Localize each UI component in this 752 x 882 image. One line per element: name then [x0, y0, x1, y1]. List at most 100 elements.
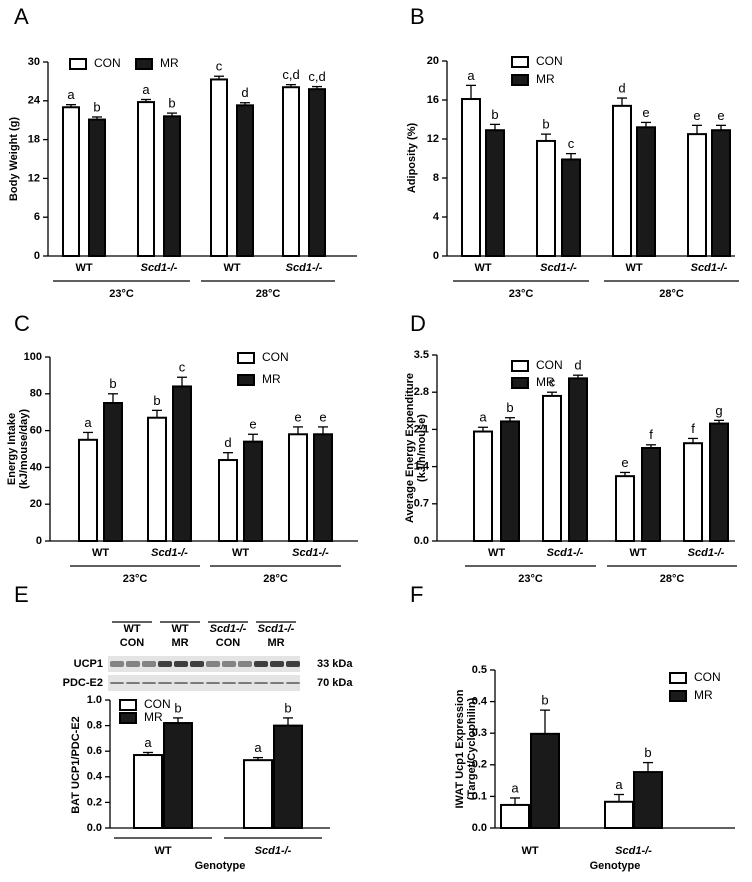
bar: [485, 129, 505, 258]
y-tick-label: 0.1: [472, 790, 487, 802]
x-tick-label: WT: [625, 262, 642, 274]
significance-label: b: [93, 99, 100, 114]
y-tick-label: 2.1: [414, 423, 429, 435]
group-label: 28°C: [660, 573, 685, 585]
bar: [308, 88, 326, 257]
panel-letter: D: [410, 311, 426, 336]
blot-band: [126, 661, 140, 667]
bar: [236, 104, 254, 258]
y-tick-label: 0.4: [472, 696, 488, 708]
group-label: 23°C: [518, 573, 543, 585]
lane-genotype: Scd1-/-: [210, 623, 247, 635]
blot-band: [270, 661, 284, 667]
x-tick-label: Scd1-/-: [615, 845, 652, 857]
significance-label: c,d: [308, 69, 325, 84]
significance-label: e: [642, 105, 649, 120]
blot-size: 70 kDa: [317, 677, 353, 689]
x-axis-label: Genotype: [195, 860, 246, 872]
blot-band: [110, 682, 124, 684]
x-tick-label: Scd1-/-: [255, 845, 292, 857]
x-tick-label: Scd1-/-: [141, 262, 178, 274]
y-tick-label: 0: [433, 250, 439, 262]
y-tick-label: 20: [427, 55, 439, 67]
legend-label: CON: [536, 54, 563, 68]
y-tick-label: 12: [427, 133, 439, 145]
blot-band: [238, 661, 252, 667]
bar: [500, 803, 530, 830]
legend-swatch: [511, 360, 529, 372]
bar: [163, 722, 193, 829]
x-tick-label: WT: [521, 845, 538, 857]
bar: [88, 118, 106, 258]
y-tick-label: 0.6: [87, 745, 102, 757]
group-label: 28°C: [256, 288, 281, 300]
blot-band: [222, 661, 236, 667]
x-tick-label: WT: [488, 547, 505, 559]
significance-label: b: [644, 745, 651, 760]
panel-letter: A: [14, 4, 29, 29]
bar: [711, 129, 731, 258]
y-tick-label: 0.2: [87, 796, 102, 808]
group-label: 23°C: [109, 288, 134, 300]
significance-label: b: [153, 393, 160, 408]
y-tick-label: 0.7: [414, 498, 429, 510]
legend-swatch: [119, 712, 137, 724]
blot-protein: PDC-E2: [63, 677, 103, 689]
legend-swatch: [511, 74, 529, 86]
y-tick-label: 0: [34, 250, 40, 262]
x-tick-label: Scd1-/-: [292, 547, 329, 559]
blot-band: [238, 682, 252, 684]
significance-label: a: [254, 740, 262, 755]
x-tick-label: WT: [154, 845, 171, 857]
bar: [536, 139, 556, 257]
significance-label: a: [144, 735, 152, 750]
significance-label: d: [224, 435, 231, 450]
y-tick-label: 0.0: [472, 822, 487, 834]
significance-label: f: [691, 421, 695, 436]
blot-band: [174, 661, 188, 667]
bar: [62, 106, 80, 258]
blot-band: [174, 682, 188, 684]
significance-label: e: [693, 108, 700, 123]
blot-band: [270, 682, 284, 684]
bar: [137, 101, 155, 257]
y-tick-label: 6: [34, 211, 40, 223]
y-tick-label: 16: [427, 94, 439, 106]
y-axis-label: IWAT Ucp1 Expression: [454, 689, 466, 808]
y-tick-label: 3.5: [414, 349, 429, 361]
legend-swatch: [237, 352, 255, 364]
significance-label: e: [717, 108, 724, 123]
significance-label: a: [615, 777, 623, 792]
legend-swatch: [669, 672, 687, 684]
significance-label: e: [294, 409, 301, 424]
x-tick-label: Scd1-/-: [540, 262, 577, 274]
significance-label: c,d: [282, 67, 299, 82]
y-tick-label: 40: [30, 461, 42, 473]
bar: [641, 447, 661, 542]
panel-letter: F: [410, 582, 423, 607]
x-tick-label: Scd1-/-: [691, 262, 728, 274]
bar: [633, 771, 663, 829]
y-tick-label: 1.4: [414, 461, 430, 473]
legend-label: MR: [536, 72, 555, 86]
bar: [709, 422, 729, 543]
x-tick-label: WT: [75, 262, 92, 274]
significance-label: c: [216, 59, 223, 74]
blot-band: [286, 661, 300, 667]
blot-band: [190, 682, 204, 684]
blot-band: [158, 661, 172, 667]
bar: [133, 754, 163, 829]
significance-label: e: [319, 409, 326, 424]
y-axis-label: Body Weight (g): [8, 117, 20, 201]
group-label: 23°C: [509, 288, 534, 300]
significance-label: b: [174, 700, 181, 715]
significance-label: d: [574, 358, 581, 373]
bar: [103, 402, 123, 542]
bar: [273, 724, 303, 829]
lane-genotype: WT: [123, 623, 140, 635]
bar: [612, 104, 632, 257]
significance-label: g: [715, 403, 722, 418]
x-tick-label: Scd1-/-: [151, 547, 188, 559]
bar: [461, 98, 481, 258]
significance-label: e: [621, 455, 628, 470]
